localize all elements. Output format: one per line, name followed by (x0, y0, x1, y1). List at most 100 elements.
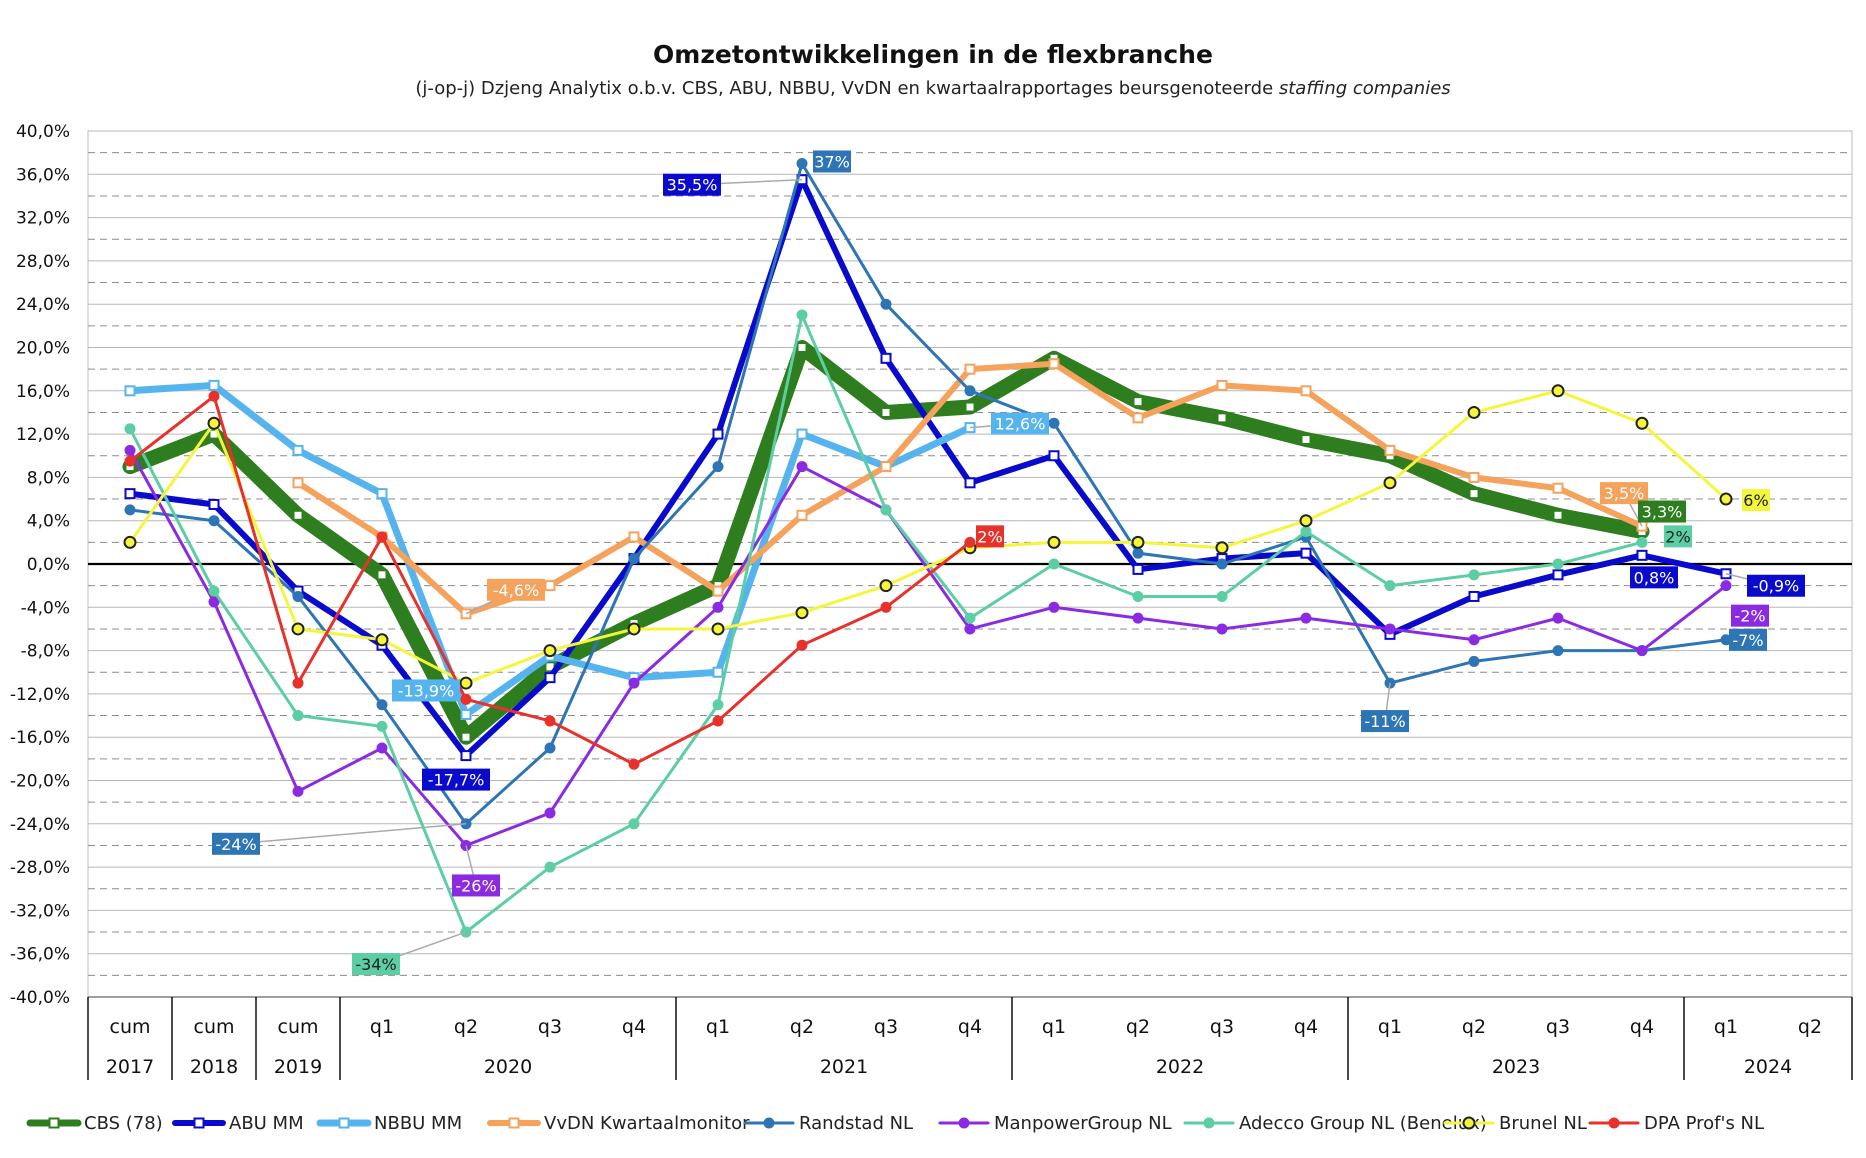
data-point (1132, 612, 1144, 624)
legend-label: ABU MM (229, 1113, 304, 1134)
data-point (712, 428, 724, 440)
data-label: -13,9% (392, 679, 460, 702)
data-point (1636, 549, 1648, 561)
data-point (376, 531, 388, 543)
x-axis: cum cum cum q1 q2 q3 q4 q1 q2 q3 q4 q1 q2 q3 q4 q1 q2 q3 q… (87, 996, 1853, 1080)
y-tick-label: 16,0% (16, 382, 70, 402)
data-point (1462, 1116, 1476, 1130)
x-tick-label: q2 (790, 1016, 814, 1038)
data-point (292, 444, 304, 456)
data-label-text: -4,6% (493, 581, 539, 600)
data-label-box (1630, 566, 1678, 589)
data-label-box (392, 679, 460, 702)
y-tick-label: -16,0% (10, 728, 70, 748)
series-adecco-group-nl-benelux- (124, 309, 1648, 938)
data-label: 3,5% (1600, 482, 1648, 527)
data-point (460, 693, 472, 705)
data-point (544, 580, 556, 592)
data-point (208, 596, 220, 608)
data-point (1299, 514, 1313, 528)
data-point (1132, 563, 1144, 575)
x-group-label: 2024 (1744, 1056, 1792, 1078)
y-tick-label: 4,0% (27, 512, 70, 532)
data-point (1300, 526, 1312, 538)
data-point (628, 758, 640, 770)
data-label-text: -26% (455, 876, 496, 895)
data-point (292, 785, 304, 797)
data-point (1300, 547, 1312, 559)
data-point (796, 309, 808, 321)
x-tick-label: q1 (1042, 1016, 1066, 1038)
x-tick-label: q3 (874, 1016, 898, 1038)
data-point (1216, 412, 1228, 424)
data-label-text: 3,5% (1604, 484, 1645, 503)
series-line (128, 389, 1728, 685)
data-point (796, 639, 808, 651)
data-point (1552, 558, 1564, 570)
data-point (1468, 471, 1480, 483)
data-point (1132, 547, 1144, 559)
data-point (712, 601, 724, 613)
data-point (1552, 569, 1564, 581)
data-point (544, 672, 556, 684)
data-point (796, 428, 808, 440)
data-label: 0,8% (1630, 566, 1678, 589)
data-label: 2% (1664, 525, 1692, 548)
data-point (48, 1117, 60, 1129)
data-point (376, 699, 388, 711)
data-label-text: 0,8% (1634, 568, 1675, 587)
data-point (1468, 488, 1480, 500)
data-point (208, 498, 220, 510)
data-labels: 35,5% 37% 12,6% 2% -13,9% -4,6% -17,7% -24% -26%… (212, 150, 1805, 976)
x-group-label: 2017 (106, 1056, 154, 1078)
data-point (964, 401, 976, 413)
x-tick-label: cum (110, 1016, 151, 1038)
x-tick-label: q3 (538, 1016, 562, 1038)
data-point (124, 423, 136, 435)
x-group-label: 2022 (1156, 1056, 1204, 1078)
data-label: -4,6% (465, 578, 545, 615)
data-label-box (991, 412, 1049, 435)
series-randstad-nl (124, 157, 1732, 830)
data-point (1468, 655, 1480, 667)
data-label-box (352, 953, 400, 976)
data-label-box (813, 150, 851, 173)
data-point (628, 531, 640, 543)
data-point (1384, 623, 1396, 635)
data-point (124, 488, 136, 500)
y-tick-label: 36,0% (16, 165, 70, 185)
legend-item: ABU MM (172, 1113, 304, 1134)
data-point (628, 553, 640, 565)
data-point (796, 157, 808, 169)
data-point (376, 488, 388, 500)
data-point (1132, 590, 1144, 602)
x-tick-label: q3 (1210, 1016, 1234, 1038)
data-point (795, 606, 809, 620)
data-point (880, 406, 892, 418)
data-point (376, 742, 388, 754)
legend-item: DPA Prof's NL (1588, 1113, 1764, 1134)
x-tick-label: q1 (706, 1016, 730, 1038)
data-label-box (1729, 628, 1767, 651)
data-point (1383, 476, 1397, 490)
data-point (712, 585, 724, 597)
legend: CBS (78) ABU MM NBBU MM VvDN Kwartaalmonito… (26, 1113, 1764, 1134)
data-point (1720, 580, 1732, 592)
data-point (880, 298, 892, 310)
data-point (1467, 405, 1481, 419)
y-tick-label: 32,0% (16, 209, 70, 229)
x-tick-label: cum (194, 1016, 235, 1038)
chart-subtitle: (j-op-j) Dzjeng Analytix o.b.v. CBS, ABU… (0, 78, 1866, 99)
series-line (128, 448, 1728, 847)
legend-item: CBS (78) (26, 1113, 163, 1134)
subtitle-italic: staffing companies (1278, 78, 1451, 99)
data-point (964, 536, 976, 548)
data-point (124, 444, 136, 456)
data-label: 35,5% (663, 173, 803, 196)
x-group-label: 2019 (274, 1056, 322, 1078)
y-tick-label: 24,0% (16, 295, 70, 315)
legend-label: Adecco Group NL (Benelux) (1239, 1113, 1487, 1134)
data-point (1132, 412, 1144, 424)
legend-item: Adecco Group NL (Benelux) (1183, 1113, 1487, 1134)
data-point (1300, 612, 1312, 624)
